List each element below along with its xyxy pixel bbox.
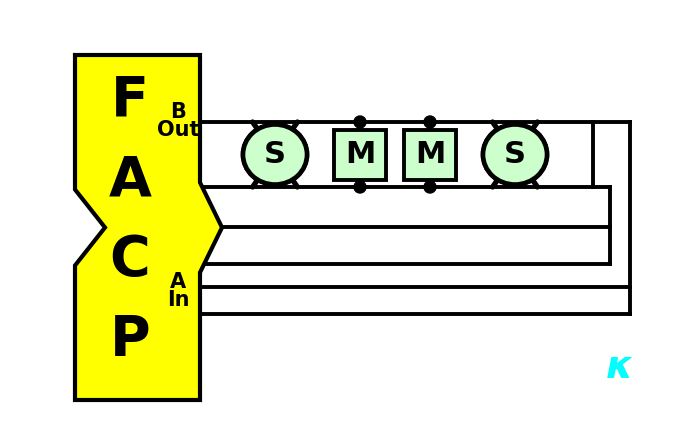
Circle shape [354,116,366,128]
Text: M: M [415,140,445,169]
Text: M: M [345,140,375,169]
Ellipse shape [243,125,307,184]
Circle shape [424,181,436,193]
Text: S: S [504,140,526,169]
Ellipse shape [483,125,547,184]
Text: A: A [108,153,151,207]
Ellipse shape [483,125,547,184]
Text: S: S [264,140,286,169]
Circle shape [424,116,436,128]
Polygon shape [404,130,456,179]
Text: A: A [170,272,186,292]
Text: In: In [167,290,189,310]
Text: B: B [170,102,186,122]
Text: F: F [111,73,149,127]
Circle shape [354,181,366,193]
Ellipse shape [243,125,307,184]
Text: Out: Out [157,120,200,140]
Polygon shape [75,55,222,400]
Text: C: C [110,233,150,287]
Polygon shape [334,130,386,179]
Text: κ: κ [606,348,634,386]
Text: P: P [110,313,150,367]
